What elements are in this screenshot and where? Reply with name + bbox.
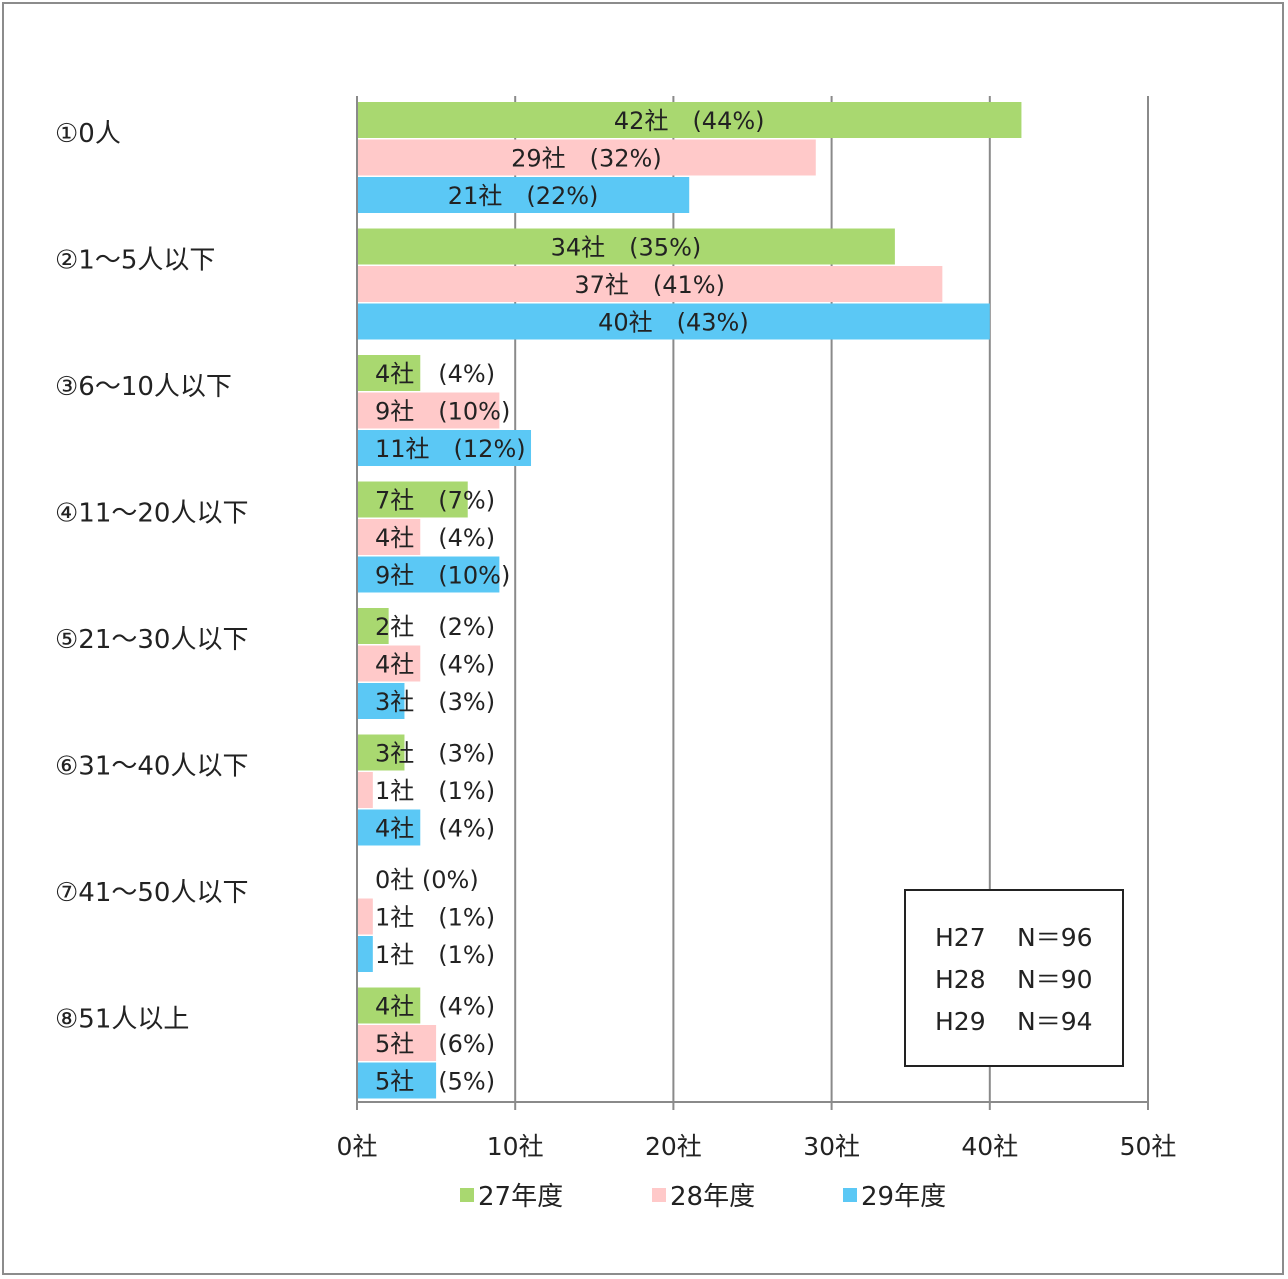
legend-swatch — [843, 1188, 857, 1202]
data-label: 3社 (3%) — [375, 740, 495, 768]
bar — [357, 481, 468, 518]
category-labels: ①0人 ②1～5人以下 ③6～10人以下 ④11～20人以下 ⑤21～30人以下 ⑥31～… — [55, 119, 248, 1035]
bar — [357, 683, 405, 719]
bar — [357, 556, 500, 593]
sample-year: H28 — [935, 965, 986, 994]
bar — [357, 177, 690, 213]
bar — [357, 139, 816, 176]
bar — [357, 645, 421, 682]
x-tick-label: 10社 — [487, 1132, 544, 1161]
x-tick-label: 50社 — [1120, 1132, 1177, 1161]
bar — [357, 1062, 437, 1099]
data-label: 1社 (1%) — [375, 941, 495, 969]
sample-size-frame — [904, 889, 1124, 1067]
data-label: 40社 (43%) — [598, 309, 749, 337]
data-label: 1社 (1%) — [375, 904, 495, 932]
data-label: 4社 (4%) — [375, 651, 495, 679]
category-label: ③6～10人以下 — [55, 372, 232, 402]
legend-swatch — [460, 1188, 474, 1202]
category-label: ⑦41～50人以下 — [55, 878, 248, 908]
data-label: 5社 (6%) — [375, 1030, 495, 1058]
bar — [357, 898, 373, 935]
bar — [357, 734, 405, 771]
data-label: 4社 (4%) — [375, 815, 495, 843]
category-label: ⑥31～40人以下 — [55, 752, 248, 782]
bar — [357, 936, 373, 972]
category-label: ⑤21～30人以下 — [55, 625, 248, 655]
x-tick-labels: 0社 10社 20社 30社 40社 50社 — [337, 1132, 1177, 1161]
data-label: 7社 (7%) — [375, 487, 495, 515]
data-label: 4社 (4%) — [375, 360, 495, 388]
data-label: 0社 (0%) — [375, 866, 479, 894]
data-label: 1社 (1%) — [375, 777, 495, 805]
bar — [357, 355, 421, 391]
sample-year: H27 — [935, 923, 986, 952]
data-label: 42社 (44%) — [614, 107, 765, 135]
bar — [357, 392, 500, 429]
data-label: 2社 (2%) — [375, 613, 495, 641]
x-tick-label: 40社 — [961, 1132, 1018, 1161]
x-tick-label: 20社 — [645, 1132, 702, 1161]
bar — [357, 430, 532, 466]
bar — [357, 228, 895, 265]
data-label: 34社 (35%) — [551, 234, 702, 262]
legend-label: 29年度 — [861, 1182, 946, 1212]
data-labels: 42社 (44%) 29社 (32%) 21社 (22%) 34社 (35%) 37社 … — [375, 107, 765, 1096]
bar — [357, 1025, 437, 1061]
bar — [357, 809, 421, 846]
data-label: 11社 (12%) — [375, 435, 526, 463]
data-label: 4社 (4%) — [375, 993, 495, 1021]
legend-label: 28年度 — [670, 1182, 755, 1212]
bar — [357, 772, 373, 808]
sample-n: N＝90 — [1017, 965, 1093, 994]
legend-swatch — [652, 1188, 666, 1202]
sample-size-box: H27 N＝96 H28 N＝90 H29 N＝94 — [904, 889, 1124, 1067]
sample-year: H29 — [935, 1007, 986, 1036]
x-tick-label: 0社 — [337, 1132, 378, 1161]
data-label: 37社 (41%) — [574, 271, 725, 299]
legend: 27年度 28年度 29年度 — [460, 1182, 946, 1212]
data-label: 21社 (22%) — [448, 182, 599, 210]
bar — [357, 266, 943, 302]
data-label: 9社 (10%) — [375, 398, 510, 426]
bars — [357, 102, 1022, 1099]
data-label: 29社 (32%) — [511, 145, 662, 173]
data-label: 3社 (3%) — [375, 688, 495, 716]
bar — [357, 102, 1022, 138]
data-label: 4社 (4%) — [375, 524, 495, 552]
data-label: 9社 (10%) — [375, 562, 510, 590]
bar — [357, 303, 990, 340]
bar — [357, 987, 421, 1024]
sample-n: N＝94 — [1017, 1007, 1093, 1036]
category-label: ②1～5人以下 — [55, 246, 215, 276]
category-label: ④11～20人以下 — [55, 499, 248, 529]
bar — [357, 608, 389, 644]
data-label: 5社 (5%) — [375, 1068, 495, 1096]
category-label: ①0人 — [55, 119, 121, 149]
sample-n: N＝96 — [1017, 923, 1093, 952]
legend-label: 27年度 — [478, 1182, 563, 1212]
category-label: ⑧51人以上 — [55, 1005, 189, 1035]
axes — [356, 96, 1149, 1110]
bar — [357, 519, 421, 555]
x-tick-label: 30社 — [803, 1132, 860, 1161]
